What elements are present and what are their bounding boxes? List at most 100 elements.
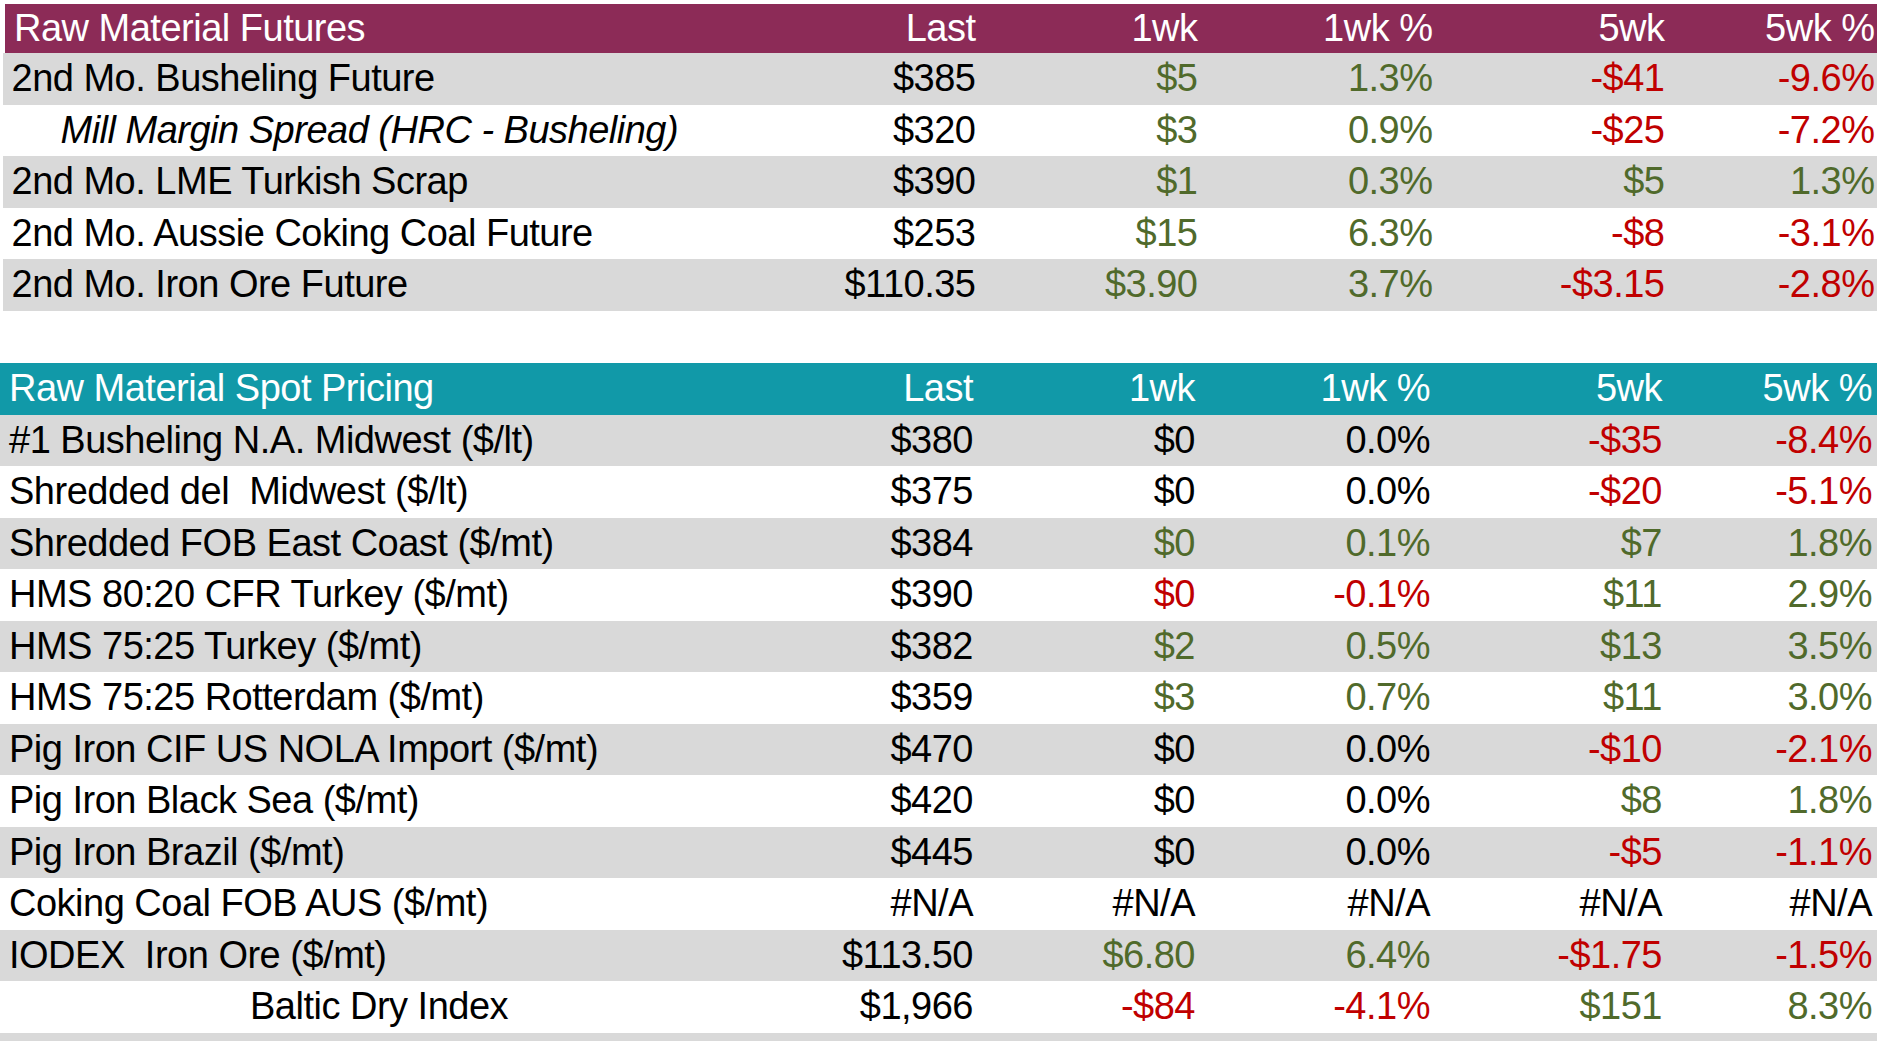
cell-last[interactable]: $375 [758,466,978,518]
cell-5wk[interactable]: -$35 [1435,415,1667,467]
row-label[interactable]: Pig Iron CIF US NOLA Import ($/mt) [0,724,758,776]
cell-last[interactable]: $253 [761,208,981,260]
cell-last[interactable]: $390 [761,156,981,208]
cell-last[interactable]: $385 [761,53,981,105]
row-label[interactable]: IODEX Iron Ore ($/mt) [0,930,758,982]
cell-last[interactable]: $470 [758,724,978,776]
cell-5wk-pct[interactable]: 8.3% [1667,981,1877,1033]
cell-last[interactable]: $320 [761,105,981,157]
cell-1wk-pct[interactable]: #N/A [1200,878,1435,930]
cell-5wk[interactable]: -$25 [1438,105,1670,157]
cell-5wk[interactable]: -$41 [1438,53,1670,105]
cell-1wk[interactable]: $0 [978,415,1200,467]
row-label[interactable]: HMS 75:25 Turkey ($/mt) [0,621,758,673]
cell-1wk-pct[interactable]: 0.3% [1203,156,1438,208]
cell-1wk-pct[interactable]: 0.0% [1200,827,1435,879]
cell-last[interactable]: $1,966 [758,981,978,1033]
cell-5wk-pct[interactable]: -1.5% [1667,930,1877,982]
cell-5wk-pct[interactable]: 3.5% [1667,621,1877,673]
cell-5wk[interactable]: -$20 [1435,466,1667,518]
cell-1wk[interactable]: $15 [981,208,1203,260]
cell-5wk-pct[interactable]: #N/A [1667,878,1877,930]
cell-1wk[interactable]: $0 [978,466,1200,518]
cell-1wk-pct[interactable]: 3.7% [1203,259,1438,311]
cell-5wk[interactable]: $13 [1435,621,1667,673]
cell-5wk-pct[interactable]: 1.3% [1670,156,1877,208]
cell-last[interactable]: $359 [758,672,978,724]
cell-1wk-pct[interactable]: 0.1% [1200,518,1435,570]
cell-5wk[interactable]: $11 [1435,672,1667,724]
cell-last[interactable]: $113.50 [758,930,978,982]
cell-1wk[interactable]: $0 [978,518,1200,570]
cell-1wk[interactable]: $0 [978,724,1200,776]
cell-last[interactable]: $380 [758,415,978,467]
cell-last[interactable]: #N/A [758,878,978,930]
cell-5wk-pct[interactable]: -9.6% [1670,53,1877,105]
cell-1wk-pct[interactable]: -0.1% [1200,569,1435,621]
row-label[interactable]: #1 Busheling N.A. Midwest ($/lt) [0,415,758,467]
cell-5wk[interactable]: -$5 [1435,827,1667,879]
cell-last[interactable]: $110.35 [761,259,981,311]
row-label[interactable]: Mill Margin Spread (HRC - Busheling) [3,105,761,157]
row-label[interactable]: Pig Iron Black Sea ($/mt) [0,775,758,827]
cell-1wk-pct[interactable]: 0.9% [1203,105,1438,157]
cell-1wk-pct[interactable]: 0.0% [1200,466,1435,518]
cell-1wk[interactable]: $5 [981,53,1203,105]
cell-last[interactable]: $420 [758,775,978,827]
cell-5wk[interactable]: -$3.15 [1438,259,1670,311]
row-label[interactable]: Pig Iron Brazil ($/mt) [0,827,758,879]
cell-5wk-pct[interactable]: 1.8% [1667,518,1877,570]
cell-1wk[interactable]: $6.80 [978,930,1200,982]
cell-1wk-pct[interactable]: 0.5% [1200,621,1435,673]
cell-1wk-pct[interactable]: 0.7% [1200,672,1435,724]
cell-5wk[interactable]: -$1.75 [1435,930,1667,982]
cell-5wk-pct[interactable]: 2.9% [1667,569,1877,621]
row-label[interactable]: 2nd Mo. Busheling Future [3,53,761,105]
cell-1wk-pct[interactable]: 0.0% [1200,724,1435,776]
row-label[interactable]: HMS 75:25 Rotterdam ($/mt) [0,672,758,724]
cell-1wk[interactable]: $3 [978,672,1200,724]
cell-1wk-pct[interactable]: 6.4% [1200,930,1435,982]
cell-5wk-pct[interactable]: 1.8% [1667,775,1877,827]
row-label[interactable]: Shredded FOB East Coast ($/mt) [0,518,758,570]
cell-5wk-pct[interactable]: -8.4% [1667,415,1877,467]
cell-1wk[interactable]: $0 [978,775,1200,827]
row-label[interactable]: Coking Coal FOB AUS ($/mt) [0,878,758,930]
cell-1wk-pct[interactable]: 0.0% [1200,415,1435,467]
row-label[interactable]: HMS 80:20 CFR Turkey ($/mt) [0,569,758,621]
cell-1wk[interactable]: $3.90 [981,259,1203,311]
cell-5wk-pct[interactable]: -7.2% [1670,105,1877,157]
cell-5wk-pct[interactable]: -2.8% [1670,259,1877,311]
cell-1wk[interactable]: #N/A [978,878,1200,930]
cell-1wk-pct[interactable]: 1.3% [1203,53,1438,105]
cell-5wk-pct[interactable]: -3.1% [1670,208,1877,260]
cell-5wk-pct[interactable]: 3.0% [1667,672,1877,724]
row-label[interactable]: Shredded del Midwest ($/lt) [0,466,758,518]
cell-1wk[interactable]: $0 [978,827,1200,879]
cell-1wk[interactable]: $3 [981,105,1203,157]
cell-5wk[interactable]: $7 [1435,518,1667,570]
cell-5wk[interactable]: -$10 [1435,724,1667,776]
row-label[interactable]: 2nd Mo. LME Turkish Scrap [3,156,761,208]
cell-5wk-pct[interactable]: -5.1% [1667,466,1877,518]
cell-last[interactable]: $384 [758,518,978,570]
cell-1wk[interactable]: $0 [978,569,1200,621]
cell-last[interactable]: $382 [758,621,978,673]
cell-5wk[interactable]: $8 [1435,775,1667,827]
cell-5wk[interactable]: $5 [1438,156,1670,208]
row-label[interactable]: 2nd Mo. Iron Ore Future [3,259,761,311]
cell-5wk-pct[interactable]: -1.1% [1667,827,1877,879]
cell-1wk[interactable]: -$84 [978,981,1200,1033]
cell-last[interactable]: $445 [758,827,978,879]
cell-5wk[interactable]: $151 [1435,981,1667,1033]
cell-5wk[interactable]: #N/A [1435,878,1667,930]
row-label[interactable]: 2nd Mo. Aussie Coking Coal Future [3,208,761,260]
cell-1wk-pct[interactable]: 0.0% [1200,775,1435,827]
cell-5wk[interactable]: $11 [1435,569,1667,621]
cell-1wk-pct[interactable]: 6.3% [1203,208,1438,260]
cell-1wk-pct[interactable]: -4.1% [1200,981,1435,1033]
cell-5wk[interactable]: -$8 [1438,208,1670,260]
row-label[interactable]: Baltic Dry Index [0,981,758,1033]
cell-1wk[interactable]: $2 [978,621,1200,673]
cell-last[interactable]: $390 [758,569,978,621]
